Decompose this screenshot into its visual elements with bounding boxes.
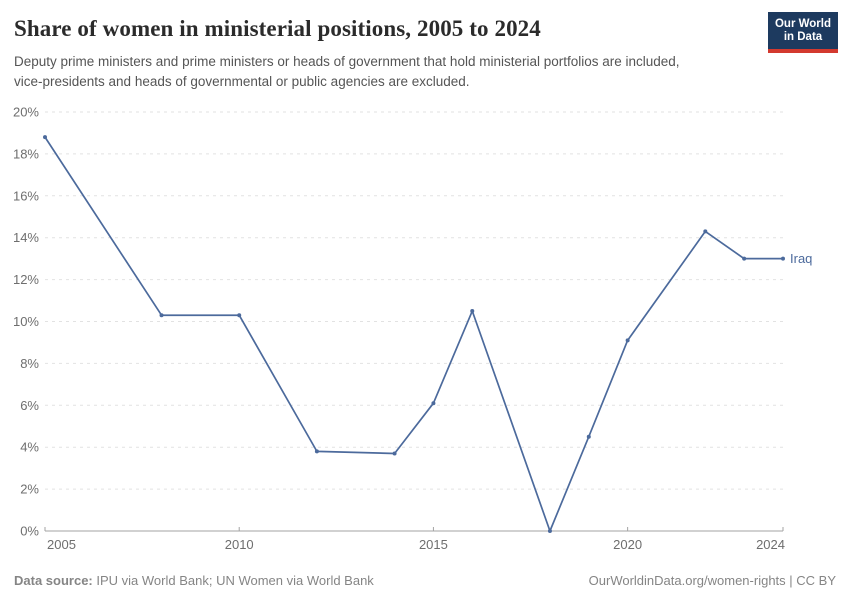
data-point-2014[interactable]: [392, 451, 397, 456]
x-tick-label: 2005: [47, 537, 76, 552]
y-tick-label: 12%: [13, 272, 39, 287]
chart-subtitle: Deputy prime ministers and prime ministe…: [14, 54, 680, 89]
series-line-iraq: [44, 136, 784, 532]
y-tick-label: 18%: [13, 146, 39, 161]
owid-logo-line1: Our World: [774, 18, 831, 30]
x-tick-label: 2015: [419, 537, 448, 552]
data-point-2010[interactable]: [237, 313, 242, 318]
y-tick-label: 10%: [13, 314, 39, 329]
owid-logo-line2: in Data: [783, 31, 823, 43]
y-tick-label: 8%: [20, 356, 39, 371]
data-point-2020[interactable]: [625, 338, 630, 343]
data-source-label: Data source:: [14, 573, 93, 588]
data-point-2005[interactable]: [43, 135, 47, 140]
y-tick-label: 20%: [13, 105, 39, 120]
y-tick-label: 0%: [20, 524, 39, 539]
y-tick-label: 16%: [13, 188, 39, 203]
data-source: Data source: IPU via World Bank; UN Wome…: [14, 573, 374, 588]
chart-footer: Data source: IPU via World Bank; UN Wome…: [0, 573, 850, 588]
data-point-2022[interactable]: [703, 229, 708, 234]
x-tick-label: 2010: [225, 537, 254, 552]
credit-link[interactable]: OurWorldinData.org/women-rights | CC BY: [588, 573, 836, 588]
data-point-2024[interactable]: [781, 256, 785, 261]
data-point-2019[interactable]: [586, 434, 591, 439]
data-point-2015[interactable]: [431, 401, 436, 406]
data-source-text: IPU via World Bank; UN Women via World B…: [96, 573, 374, 588]
x-tick-label: 2020: [613, 537, 642, 552]
x-tick-label: 2024: [756, 537, 785, 552]
y-tick-label: 4%: [20, 440, 39, 455]
y-tick-label: 2%: [20, 482, 39, 497]
data-point-2023[interactable]: [742, 256, 747, 261]
series-end-label: Iraq: [790, 251, 812, 266]
data-point-2008[interactable]: [159, 313, 164, 318]
data-point-2016[interactable]: [470, 309, 475, 314]
y-tick-label: 6%: [20, 398, 39, 413]
y-tick-label: 14%: [13, 230, 39, 245]
data-point-2018[interactable]: [547, 529, 552, 533]
owid-logo: Our World in Data: [768, 12, 838, 53]
page-title: Share of women in ministerial positions,…: [14, 16, 541, 41]
data-point-2012[interactable]: [314, 449, 319, 454]
